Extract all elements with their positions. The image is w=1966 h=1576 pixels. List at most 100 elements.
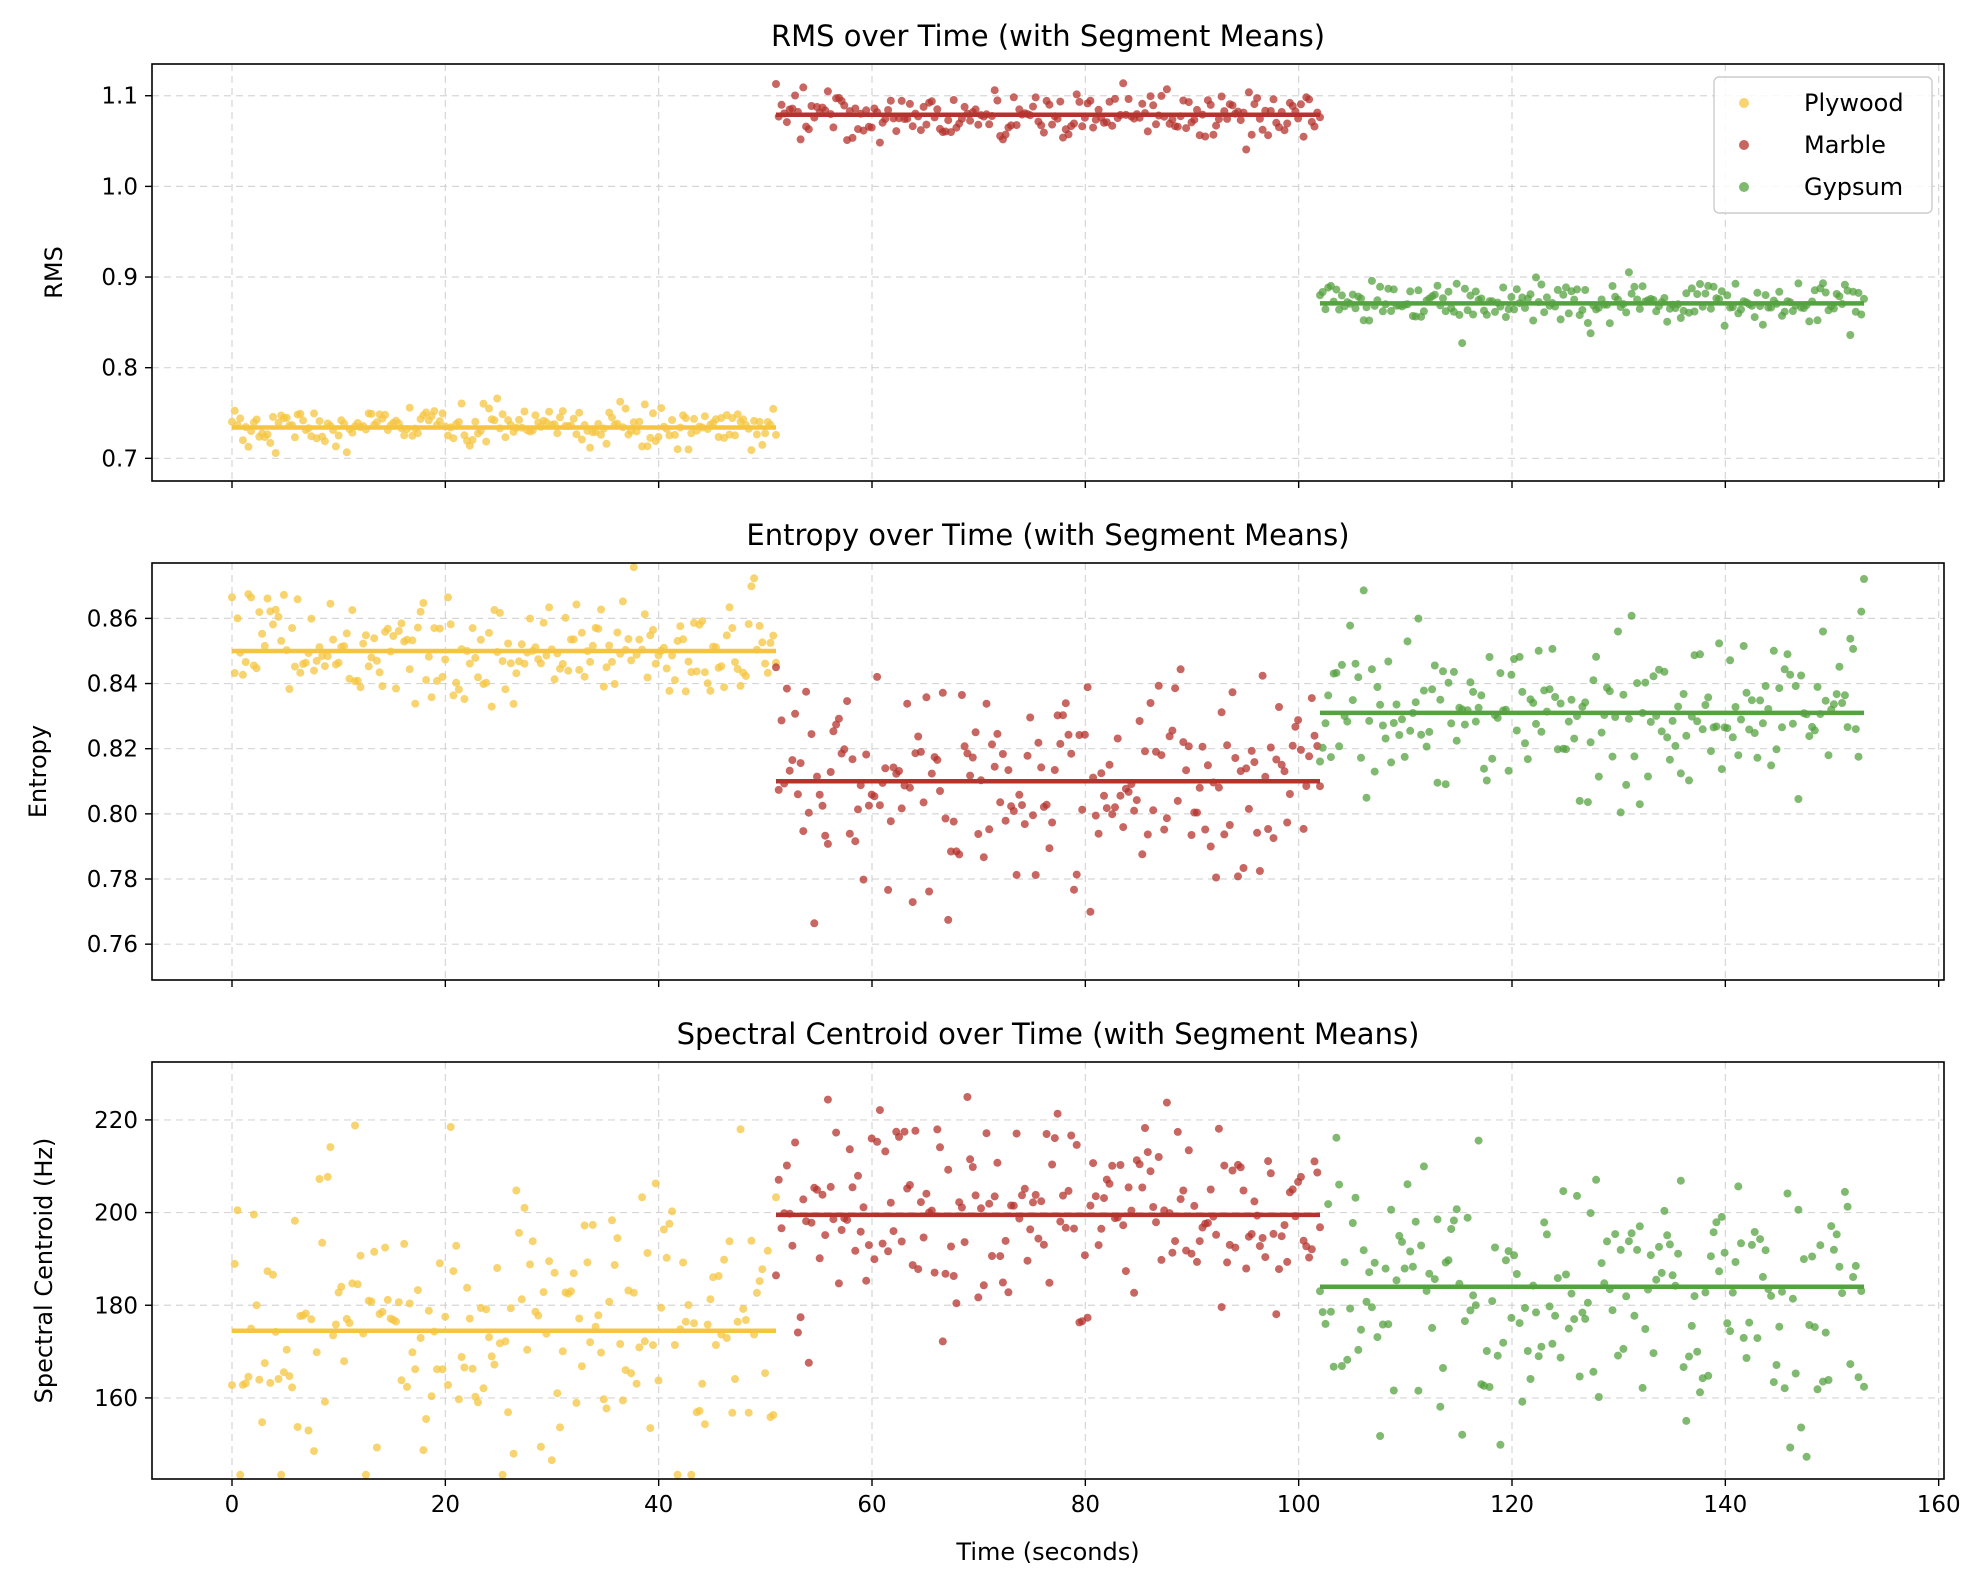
data-point [720,1255,729,1264]
y-axis-label: Entropy [24,725,52,818]
data-point [454,418,463,426]
subplot-1: 0.7 0.8 0.9 1.0 1.1 RMS over Time (with Segme… [40,19,1945,488]
data-point [821,831,830,840]
data-point [474,673,482,682]
data-point [1698,725,1707,734]
data-point [960,742,969,751]
data-point [1094,105,1103,114]
data-point [799,1195,808,1204]
y-tick-label: 0.78 [87,867,138,893]
data-point [859,875,868,884]
data-point [597,1348,605,1357]
data-point [1269,834,1278,843]
data-point [774,785,783,794]
data-point [829,1215,838,1224]
data-point [1646,717,1655,726]
data-point [378,682,387,691]
data-point [703,1320,712,1329]
data-point [1750,1228,1759,1236]
data-point [444,593,452,602]
data-point [1463,306,1472,315]
data-point [1772,1361,1781,1369]
data-point [1646,1251,1655,1260]
data-point [1449,667,1458,676]
data-point [1709,282,1718,291]
series-marble [772,663,1324,928]
data-point [1354,673,1363,682]
data-point [785,766,794,775]
data-point [1009,807,1018,815]
data-point [342,629,351,638]
data-point [1463,1213,1472,1222]
data-point [1348,1219,1357,1227]
data-point [1709,1228,1718,1237]
data-point [1622,780,1631,789]
data-point [1452,736,1461,745]
data-point [247,593,256,602]
data-point [1239,864,1248,872]
y-tick-label: 1.0 [101,174,138,200]
data-point [1335,1180,1344,1189]
data-point [662,1253,671,1262]
data-point [1685,1352,1693,1361]
data-point [493,394,502,403]
data-point [1638,1383,1647,1392]
data-point [1039,128,1048,137]
data-point [1143,830,1152,839]
data-point [1679,1363,1688,1372]
data-point [1633,1245,1642,1254]
data-point [618,1396,627,1405]
data-point [1753,288,1762,297]
data-point [728,1408,737,1417]
data-point [1734,1182,1743,1191]
data-point [813,1185,821,1194]
data-point [1583,319,1592,327]
data-point [864,801,873,810]
data-point [676,622,685,631]
data-point [383,624,392,633]
plot-frame [151,562,1945,981]
data-point [1337,660,1346,669]
data-point [299,416,308,425]
data-point [1119,823,1128,832]
data-point [802,687,811,696]
data-point [823,1095,832,1104]
data-point [1816,1241,1825,1250]
data-point [640,400,649,409]
data-point [1750,313,1759,322]
data-point [938,688,947,697]
data-point [1266,1169,1275,1178]
data-point [1512,726,1521,735]
data-point [1578,1308,1587,1317]
data-point [1184,98,1193,107]
data-point [1370,767,1379,776]
data-point [1469,687,1478,696]
data-point [638,1193,647,1202]
data-point [752,430,761,439]
data-point [1860,575,1868,583]
data-point [1553,1274,1562,1283]
data-point [670,676,679,685]
data-point [1794,1205,1803,1214]
data-point [465,1314,474,1323]
data-point [1556,315,1565,324]
y-tick-label: 220 [94,1108,138,1134]
data-point [1630,282,1639,291]
data-point [1624,1237,1633,1246]
data-point [1258,1234,1267,1242]
data-point [1567,1289,1576,1298]
data-point [504,639,513,648]
data-point [320,437,329,446]
data-point [679,1258,688,1267]
data-point [908,898,917,907]
data-point [1124,787,1133,796]
data-point [859,1203,868,1212]
data-point [1168,115,1177,124]
data-point [690,1319,698,1328]
data-point [1264,1157,1273,1166]
data-point [870,792,879,801]
data-point [1097,1224,1106,1233]
data-point [1846,634,1855,643]
data-point [258,1418,267,1427]
series-gypsum [1316,1133,1868,1461]
